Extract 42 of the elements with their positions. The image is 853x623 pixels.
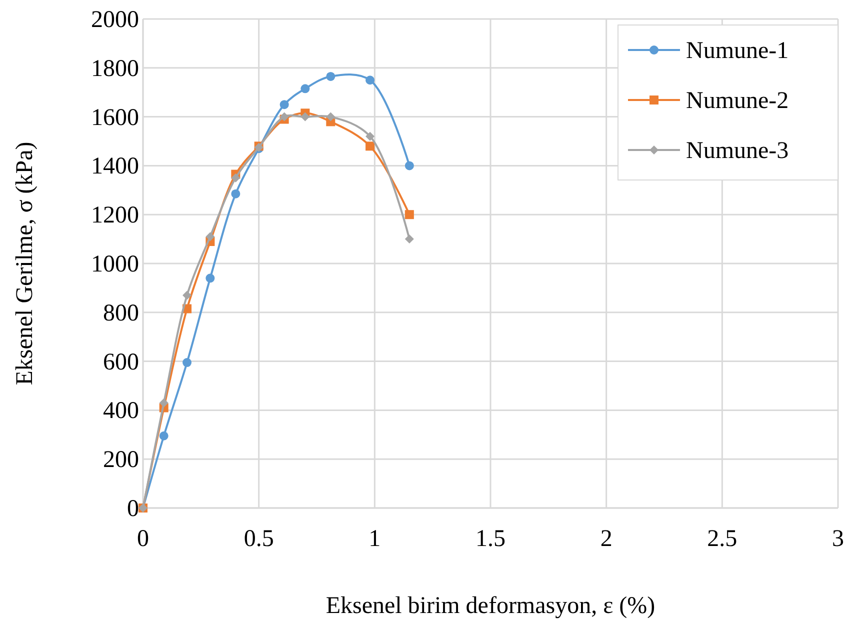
x-tick-label: 0.5 xyxy=(244,526,274,552)
legend-label: Numune-3 xyxy=(686,138,789,164)
legend-label: Numune-1 xyxy=(686,38,789,64)
point xyxy=(159,398,168,408)
point xyxy=(231,173,240,182)
point xyxy=(206,232,215,242)
x-tick-label: 1.5 xyxy=(476,526,506,552)
point xyxy=(300,112,310,122)
x-tick-label: 2.5 xyxy=(707,526,738,552)
point xyxy=(280,100,289,110)
point xyxy=(404,210,414,220)
y-tick-label: 400 xyxy=(103,398,139,424)
point xyxy=(280,112,289,122)
x-tick-label: 2 xyxy=(600,526,612,552)
point xyxy=(404,234,414,244)
y-tick-label: 1200 xyxy=(91,202,139,229)
point xyxy=(300,84,310,94)
point xyxy=(206,274,215,283)
legend-label: Numune-2 xyxy=(686,88,789,114)
y-tick-label: 800 xyxy=(103,300,139,326)
x-tick-label: 1 xyxy=(368,526,381,552)
y-tick-label: 1400 xyxy=(91,154,139,180)
y-axis-title: Eksenel Gerilme, σ (kPa) xyxy=(12,142,38,386)
y-tick-label: 200 xyxy=(103,447,139,474)
point xyxy=(366,142,375,151)
y-tick-label: 1800 xyxy=(91,56,139,82)
point xyxy=(366,132,375,141)
point xyxy=(326,72,336,81)
point xyxy=(231,189,240,198)
y-tick-label: 2000 xyxy=(91,7,139,33)
point xyxy=(366,76,375,85)
point xyxy=(404,161,414,170)
x-axis-title: Eksenel birim deformasyon, ε (%) xyxy=(326,593,656,619)
y-tick-label: 0 xyxy=(127,496,139,522)
point xyxy=(326,112,336,122)
point xyxy=(182,290,192,300)
x-tick-label: 3 xyxy=(832,526,844,552)
y-tick-label: 600 xyxy=(103,349,139,376)
point xyxy=(182,358,192,368)
y-tick-label: 1600 xyxy=(91,104,139,131)
y-tick-label: 1000 xyxy=(91,252,139,278)
point xyxy=(159,431,168,440)
